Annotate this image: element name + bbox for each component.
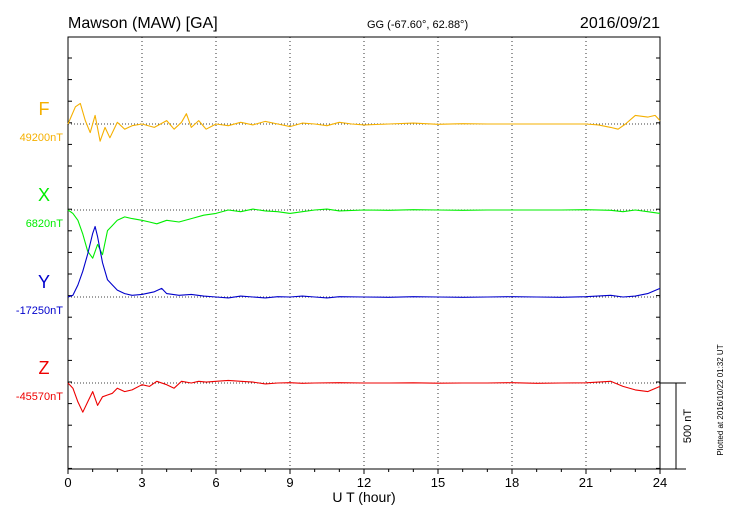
series-name-y: Y <box>38 272 50 292</box>
series-name-x: X <box>38 185 50 205</box>
trace-z <box>67 379 661 413</box>
x-tick-label: 3 <box>138 475 145 490</box>
x-tick-label: 9 <box>286 475 293 490</box>
series-name-z: Z <box>39 358 50 378</box>
geo-coordinates: GG (-67.60°, 62.88°) <box>367 19 468 31</box>
x-tick-label: 15 <box>431 475 445 490</box>
trace-f <box>67 102 661 142</box>
trace-x <box>67 208 661 259</box>
series-traces <box>67 102 661 413</box>
x-tick-label: 12 <box>357 475 371 490</box>
plot-date: 2016/09/21 <box>580 15 660 32</box>
trace-y <box>67 225 661 299</box>
x-tick-label: 24 <box>653 475 667 490</box>
x-tick-label: 6 <box>212 475 219 490</box>
plotted-at-note: Plotted at 2016/10/22 01:32 UT <box>716 344 725 455</box>
x-axis-label: U T (hour) <box>332 489 395 505</box>
scale-bar: 500 nT <box>660 382 694 470</box>
x-tick-label: 18 <box>505 475 519 490</box>
baseline-label-f: 49200nT <box>20 132 64 144</box>
axis-ticks: 0 3 6 9 12 15 18 21 24 <box>64 57 667 490</box>
station-title: Mawson (MAW) [GA] <box>68 15 218 32</box>
baseline-label-y: -17250nT <box>16 305 63 317</box>
scale-bar-label: 500 nT <box>682 409 694 444</box>
baseline-label-z: -45570nT <box>16 391 63 403</box>
series-name-f: F <box>39 99 50 119</box>
baseline-label-x: 6820nT <box>26 218 64 230</box>
x-tick-label: 21 <box>579 475 593 490</box>
x-tick-label: 0 <box>64 475 71 490</box>
vertical-grid <box>141 37 587 469</box>
series-labels: F 49200nT X 6820nT Y -17250nT Z -45570nT <box>16 99 63 403</box>
